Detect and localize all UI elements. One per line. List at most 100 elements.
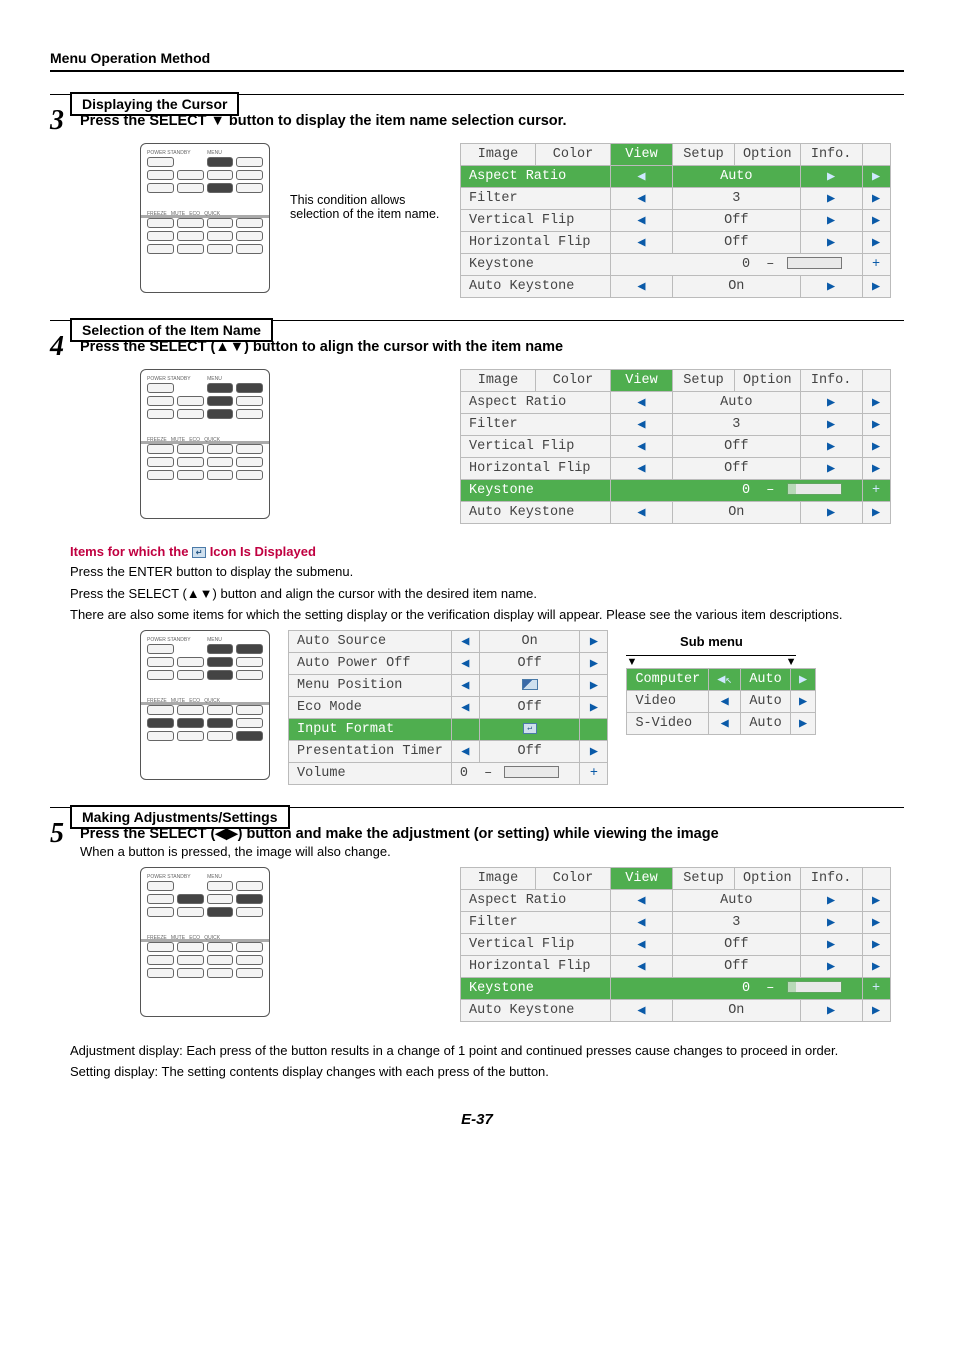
note-line-2: Press the SELECT (▲▼) button and align t… bbox=[70, 585, 894, 603]
osd-value: On bbox=[673, 502, 801, 524]
osd-tab: Info. bbox=[800, 144, 862, 166]
osd-right-arrow2: ▶ bbox=[862, 911, 890, 933]
setup-slider: 0 – bbox=[451, 762, 580, 784]
notes-subhead-text: Items for which the ↵ Icon Is Displayed bbox=[70, 544, 316, 559]
osd-tab: Image bbox=[461, 867, 536, 889]
page-number: E-37 bbox=[50, 1111, 904, 1128]
osd-right-arrow: ▶ bbox=[800, 933, 862, 955]
osd-value: On bbox=[673, 276, 801, 298]
osd-left-arrow: ◀ bbox=[611, 933, 673, 955]
osd-plus: + bbox=[862, 480, 890, 502]
section-label-adjustments: Making Adjustments/Settings bbox=[70, 805, 290, 829]
note-line-3: There are also some items for which the … bbox=[70, 606, 894, 624]
osd-item-name: Filter bbox=[461, 414, 611, 436]
osd-value: 3 bbox=[673, 911, 801, 933]
osd-left-arrow: ◀ bbox=[611, 458, 673, 480]
osd-value: Off bbox=[673, 955, 801, 977]
setup-item-name: Input Format bbox=[289, 718, 452, 740]
setup-enter-icon: ↵ bbox=[479, 718, 580, 740]
submenu-right-arrow: ▶ bbox=[791, 668, 816, 690]
osd-tab: View bbox=[611, 370, 673, 392]
osd-right-arrow2: ▶ bbox=[862, 392, 890, 414]
osd-item-name: Keystone bbox=[461, 977, 611, 999]
setup-left: ◀ bbox=[451, 652, 479, 674]
setup-item-name: Auto Source bbox=[289, 630, 452, 652]
osd-left-arrow: ◀ bbox=[611, 889, 673, 911]
osd-value: Off bbox=[673, 210, 801, 232]
osd-right-arrow: ▶ bbox=[800, 188, 862, 210]
osd-left-arrow: ◀ bbox=[611, 276, 673, 298]
osd-value: Off bbox=[673, 933, 801, 955]
setup-plus: + bbox=[580, 762, 608, 784]
setup-item-name: Volume bbox=[289, 762, 452, 784]
osd-right-arrow2: ▶ bbox=[862, 458, 890, 480]
step-5-subtext: When a button is pressed, the image will… bbox=[80, 844, 904, 859]
osd-tab: Color bbox=[536, 370, 611, 392]
setup-right: ▶ bbox=[580, 652, 608, 674]
osd-value: 3 bbox=[673, 414, 801, 436]
submenu-arrow-right: ▼ bbox=[786, 656, 797, 668]
osd-right-arrow2: ▶ bbox=[862, 502, 890, 524]
osd-left-arrow: ◀ bbox=[611, 210, 673, 232]
setup-item-name: Eco Mode bbox=[289, 696, 452, 718]
osd-tab: View bbox=[611, 867, 673, 889]
notes-subhead: Items for which the ↵ Icon Is Displayed bbox=[70, 544, 894, 559]
osd-tab: Info. bbox=[800, 370, 862, 392]
submenu-item-name: Video bbox=[627, 690, 709, 712]
osd-left-arrow: ◀ bbox=[611, 502, 673, 524]
osd-item-name: Horizontal Flip bbox=[461, 458, 611, 480]
page-header: Menu Operation Method bbox=[50, 50, 904, 72]
submenu-arrow-left: ▼ bbox=[626, 656, 637, 668]
step-3-caption: This condition allows selection of the i… bbox=[290, 193, 440, 221]
osd-right-arrow: ▶ bbox=[800, 232, 862, 254]
osd-right-arrow: ▶ bbox=[800, 276, 862, 298]
setup-value: Off bbox=[479, 652, 580, 674]
osd-value: Off bbox=[673, 232, 801, 254]
setup-pos-icon bbox=[479, 674, 580, 696]
osd-value: Off bbox=[673, 458, 801, 480]
osd-left-arrow: ◀ bbox=[611, 436, 673, 458]
submenu-value: Auto bbox=[741, 668, 791, 690]
osd-right-arrow: ▶ bbox=[800, 999, 862, 1021]
remote-illustration: POWER STANDBY MENU FREEZE MUTE ECO QUICK bbox=[140, 867, 270, 1017]
submenu-item-name: S-Video bbox=[627, 712, 709, 734]
submenu-item-name: Computer bbox=[627, 668, 709, 690]
setup-right: ▶ bbox=[580, 740, 608, 762]
setup-left: ◀ bbox=[451, 674, 479, 696]
submenu-left-arrow: ◀ bbox=[709, 712, 741, 734]
setup-item-name: Presentation Timer bbox=[289, 740, 452, 762]
setup-right: ▶ bbox=[580, 674, 608, 696]
osd-left-arrow: ◀ bbox=[611, 999, 673, 1021]
osd-item-name: Horizontal Flip bbox=[461, 232, 611, 254]
osd-item-name: Filter bbox=[461, 911, 611, 933]
osd-tab: Image bbox=[461, 144, 536, 166]
osd-right-arrow2: ▶ bbox=[862, 166, 890, 188]
osd-tab: Color bbox=[536, 867, 611, 889]
section-label-selection: Selection of the Item Name bbox=[70, 318, 273, 342]
osd-left-arrow: ◀ bbox=[611, 392, 673, 414]
osd-value: Auto bbox=[673, 166, 801, 188]
setup-left: ◀ bbox=[451, 740, 479, 762]
osd-tab: Setup bbox=[673, 370, 735, 392]
osd-left-arrow: ◀ bbox=[611, 911, 673, 933]
setup-right bbox=[580, 718, 608, 740]
osd-right-arrow: ▶ bbox=[800, 166, 862, 188]
osd-right-arrow2: ▶ bbox=[862, 414, 890, 436]
osd-tab: View bbox=[611, 144, 673, 166]
osd-right-arrow2: ▶ bbox=[862, 210, 890, 232]
setup-item-name: Menu Position bbox=[289, 674, 452, 696]
osd-right-arrow2: ▶ bbox=[862, 999, 890, 1021]
osd-slider: 0 – bbox=[611, 254, 863, 276]
osd-tab: Setup bbox=[673, 144, 735, 166]
osd-right-arrow: ▶ bbox=[800, 911, 862, 933]
osd-left-arrow: ◀ bbox=[611, 188, 673, 210]
osd-right-arrow: ▶ bbox=[800, 502, 862, 524]
osd-left-arrow: ◀ bbox=[611, 955, 673, 977]
osd-value: Off bbox=[673, 436, 801, 458]
osd-tab: Info. bbox=[800, 867, 862, 889]
osd-item-name: Aspect Ratio bbox=[461, 166, 611, 188]
osd-item-name: Vertical Flip bbox=[461, 933, 611, 955]
osd-right-arrow: ▶ bbox=[800, 436, 862, 458]
submenu-right-arrow: ▶ bbox=[791, 690, 816, 712]
setup-value: Off bbox=[479, 696, 580, 718]
